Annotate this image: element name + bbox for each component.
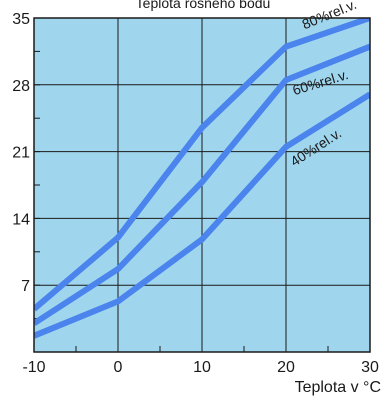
plot-frame <box>33 17 371 353</box>
x-tick-label: 30 <box>361 359 379 376</box>
chart-title-fragment: Teplota rosného bodu <box>136 0 271 11</box>
tick-labels: -10 0 10 20 30 7 14 21 28 35 <box>12 11 379 376</box>
series-line-1 <box>34 18 370 312</box>
y-tick-label: 21 <box>12 145 30 162</box>
x-tick-label: 0 <box>114 359 123 376</box>
y-tick-label: 28 <box>12 78 30 95</box>
y-tick-label: 35 <box>12 11 30 28</box>
x-tick-label: 20 <box>277 359 295 376</box>
series-lines <box>34 18 370 339</box>
series-line-2 <box>34 43 370 326</box>
x-tick-label: 10 <box>193 359 211 376</box>
series-line-3 <box>34 91 370 339</box>
y-tick-label: 14 <box>12 211 30 228</box>
y-tick-label: 7 <box>21 278 30 295</box>
x-tick-label: -10 <box>22 359 45 376</box>
x-axis-title: Teplota v °C <box>295 379 381 396</box>
